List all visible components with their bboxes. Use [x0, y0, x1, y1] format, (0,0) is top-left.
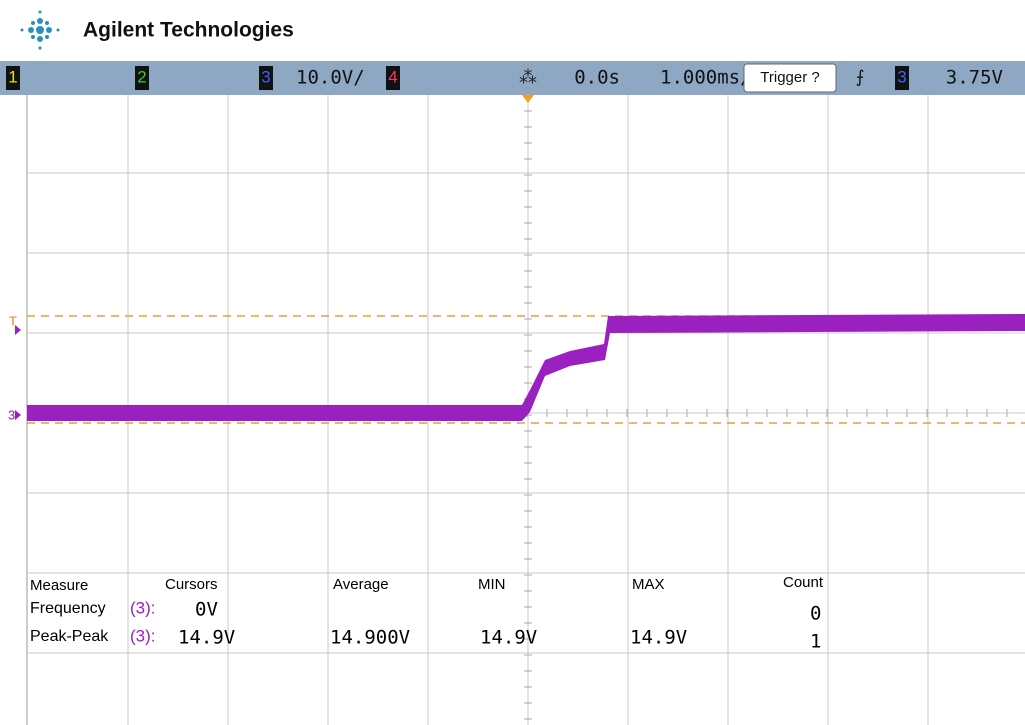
- waveform: [27, 314, 1025, 421]
- channel-arrow: [15, 410, 21, 420]
- ch1: 1: [8, 67, 17, 86]
- row-name: Frequency: [30, 600, 106, 617]
- source: (3):: [130, 626, 156, 645]
- col-header: Count: [783, 574, 824, 591]
- channel-marker: 3: [8, 407, 15, 422]
- ch4-box: [386, 66, 400, 90]
- status-bar: [0, 61, 1025, 95]
- count: 1: [810, 631, 821, 653]
- ch3-box: [259, 66, 273, 90]
- ch1-box: [6, 66, 20, 90]
- trigger-label[interactable]: Trigger ?: [760, 69, 819, 86]
- ch3: 3: [261, 67, 270, 86]
- ch2-box: [135, 66, 149, 90]
- value: 0V: [195, 599, 218, 621]
- col-header: Measure: [30, 577, 88, 594]
- trigger-source: 3: [897, 67, 906, 86]
- trigger-pos-marker: [522, 95, 534, 103]
- ch3-scale: 10.0V/: [296, 67, 365, 89]
- trigger-level: 3.75V: [946, 67, 1003, 89]
- ch4: 4: [388, 67, 397, 86]
- trigger-marker: T: [9, 313, 17, 328]
- col-header: MAX: [632, 576, 665, 593]
- row-name: Peak-Peak: [30, 628, 109, 645]
- trigger-button[interactable]: [743, 63, 837, 93]
- value: 14.900V: [330, 627, 410, 649]
- col-header: Cursors: [165, 576, 218, 593]
- value: 14.9V: [480, 627, 537, 649]
- source: (3):: [130, 598, 156, 617]
- count: 0: [810, 603, 821, 625]
- brand: Agilent Technologies: [83, 19, 294, 42]
- delay: 0.0s: [574, 67, 620, 89]
- run-icon: ⁂: [519, 67, 537, 87]
- col-header: MIN: [478, 576, 506, 593]
- col-header: Average: [333, 576, 389, 593]
- value: 14.9V: [178, 627, 235, 649]
- value: 14.9V: [630, 627, 687, 649]
- trigger-arrow: [15, 325, 21, 335]
- logo: [20, 10, 60, 50]
- timebase: 1.000ms/: [660, 67, 752, 89]
- trigger-source-box: [895, 66, 909, 90]
- trigger-edge: ⨍: [856, 67, 865, 86]
- ch2: 2: [137, 67, 146, 86]
